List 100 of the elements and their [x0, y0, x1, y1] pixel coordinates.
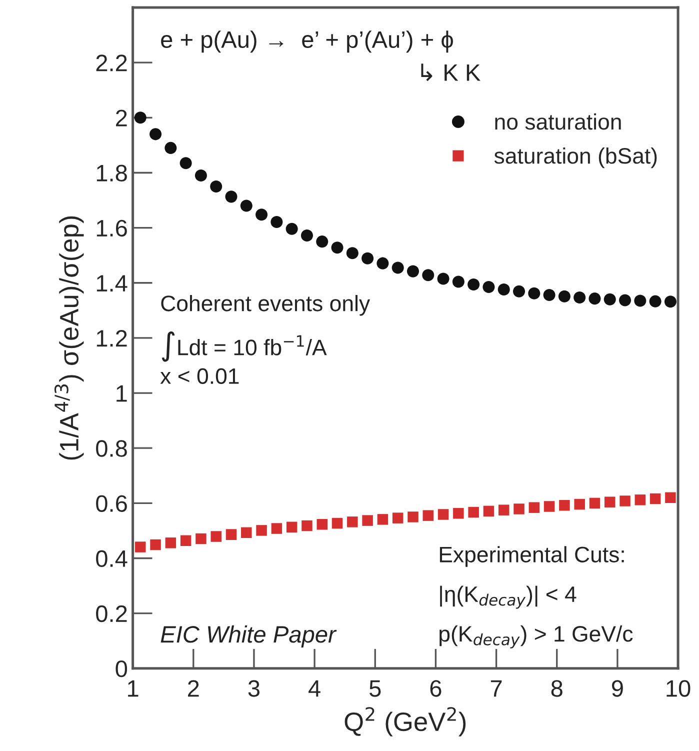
point — [392, 512, 404, 524]
point — [271, 523, 282, 534]
point — [196, 533, 206, 544]
point — [452, 276, 464, 288]
y-tick-label: 1.8 — [96, 164, 127, 182]
y-tick-label: 0 — [116, 660, 128, 678]
point — [620, 496, 630, 506]
point — [316, 518, 328, 530]
point — [559, 500, 570, 511]
annotation: |η(K$_{decay}$)| < 4 — [440, 586, 576, 609]
x-tick-label: 7 — [490, 680, 502, 697]
y-axis-title: (1/A$^{4/3}$) σ(eAu)/σ(ep) — [54, 216, 84, 460]
point — [346, 247, 358, 260]
point — [150, 128, 162, 140]
point — [604, 293, 616, 306]
y-tick-label: 2 — [116, 110, 127, 126]
point — [134, 112, 146, 124]
point — [574, 498, 585, 510]
x-tick-label: 2 — [188, 680, 199, 697]
point — [483, 506, 494, 517]
annotation: Experimental Cuts: — [440, 546, 624, 567]
point — [225, 190, 238, 203]
y-tick-label: 0.2 — [96, 605, 127, 622]
point — [376, 257, 389, 270]
y-tick-label: 1.4 — [96, 275, 128, 292]
point — [408, 512, 418, 522]
point — [406, 265, 420, 278]
annotation: p(K$_{decay}$) > 1 GeV/c — [440, 625, 633, 648]
point — [332, 518, 343, 529]
point — [210, 531, 222, 542]
point — [331, 242, 344, 254]
annotation: x < 0.01 — [160, 368, 239, 384]
point — [650, 493, 661, 504]
point — [482, 280, 495, 294]
y-tick-label: 1.2 — [96, 330, 127, 347]
point — [180, 157, 192, 170]
x-tick-label: 6 — [430, 680, 442, 697]
point — [362, 515, 373, 526]
point — [392, 262, 404, 274]
x-tick-label: 5 — [370, 680, 381, 697]
point — [634, 294, 646, 307]
point — [241, 527, 252, 538]
point — [558, 290, 570, 302]
point — [604, 496, 616, 508]
point — [300, 230, 313, 242]
point — [347, 516, 358, 528]
point — [437, 272, 450, 285]
y-tick-label: 0.4 — [96, 550, 128, 568]
point — [150, 539, 161, 550]
annotation: EIC White Paper — [160, 625, 337, 648]
point — [468, 278, 480, 291]
point — [544, 501, 555, 512]
point — [438, 509, 449, 520]
y-tick-label: 2.2 — [96, 54, 127, 72]
y-tick-label: 1.6 — [96, 220, 127, 237]
point — [588, 292, 601, 305]
point — [528, 287, 540, 300]
point — [135, 542, 146, 552]
point — [543, 288, 556, 302]
x-axis-title: Q$^{2}$ (GeV$^{2}$) — [344, 707, 466, 736]
annotation: ↳ K K — [421, 64, 480, 82]
annotation: Coherent events only — [161, 294, 370, 316]
point — [180, 535, 192, 546]
point — [362, 252, 374, 264]
point — [453, 508, 464, 519]
point — [589, 498, 600, 509]
point — [422, 269, 434, 282]
point — [270, 216, 283, 228]
point — [164, 142, 177, 154]
point — [512, 285, 526, 298]
point — [619, 294, 632, 306]
x-tick-label: 1 — [128, 680, 138, 697]
point — [302, 520, 312, 532]
point — [634, 494, 646, 506]
point — [514, 504, 524, 514]
x-tick-label: 8 — [551, 680, 562, 697]
point — [664, 296, 676, 308]
annotation: e + p(Au) → e’ + p’(Au’) + ϕ — [161, 30, 453, 53]
x-tick-label: 9 — [612, 680, 623, 697]
point — [165, 537, 176, 548]
annotation: ∫Ldt = 10 fb$^{−1}$/A — [162, 331, 327, 362]
point — [286, 522, 298, 533]
point — [286, 222, 298, 235]
point — [226, 529, 237, 540]
y-tick-label: 1 — [116, 385, 127, 402]
x-tick-label: 4 — [308, 680, 320, 697]
point — [498, 283, 510, 296]
point — [316, 236, 328, 248]
y-tick-label: 0.6 — [96, 495, 127, 512]
point — [649, 295, 662, 308]
point — [256, 525, 267, 536]
point — [256, 208, 268, 221]
x-tick-label: 10 — [666, 680, 690, 697]
point — [210, 180, 222, 193]
point — [574, 291, 586, 304]
legend-label: saturation (bSat) — [494, 147, 657, 168]
y-tick-label: 0.8 — [96, 440, 127, 457]
point — [194, 169, 207, 182]
point — [422, 510, 434, 521]
legend-label: no saturation — [495, 113, 621, 130]
